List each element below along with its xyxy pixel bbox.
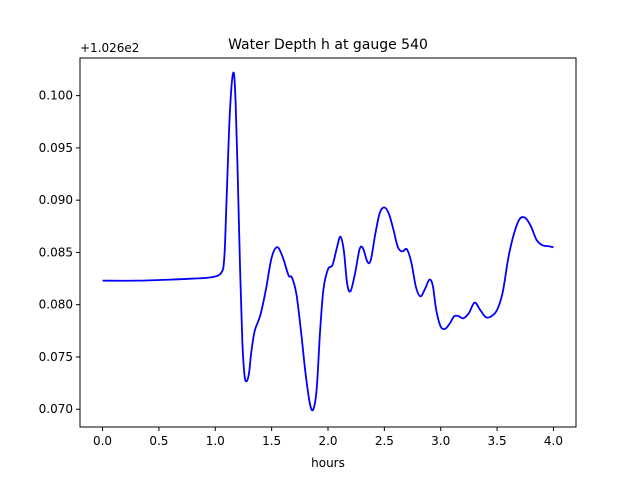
plot-frame	[79, 57, 577, 428]
chart-title: Water Depth h at gauge 540	[228, 37, 428, 53]
y-tick-label: 0.070	[39, 402, 73, 416]
series-line-0	[102, 71, 554, 412]
y-tick-label: 0.085	[39, 245, 73, 259]
plot-area	[102, 71, 554, 412]
x-tick-label: 3.0	[431, 434, 450, 448]
x-tick-label: 1.0	[206, 434, 225, 448]
x-tick-label: 3.5	[488, 434, 507, 448]
y-tick-label: 0.090	[39, 193, 73, 207]
x-tick-label: 1.5	[262, 434, 281, 448]
x-tick-label: 0.5	[149, 434, 168, 448]
x-tick-label: 2.5	[375, 434, 394, 448]
x-tick-label: 4.0	[544, 434, 563, 448]
x-axis-label: hours	[311, 456, 345, 470]
y-tick-label: 0.080	[39, 298, 73, 312]
y-offset-label: +1.026e2	[80, 41, 139, 55]
y-tick-label: 0.095	[39, 141, 73, 155]
x-axis: 0.0 0.5 1.0 1.5 2.0 2.5 3.0 3.5 4.0	[93, 427, 563, 448]
x-tick-label: 0.0	[93, 434, 112, 448]
x-tick-label: 2.0	[318, 434, 337, 448]
y-axis: 0.070 0.075 0.080 0.085 0.090 0.095 0.100	[39, 89, 80, 416]
y-tick-label: 0.100	[39, 89, 73, 103]
y-tick-label: 0.075	[39, 350, 73, 364]
